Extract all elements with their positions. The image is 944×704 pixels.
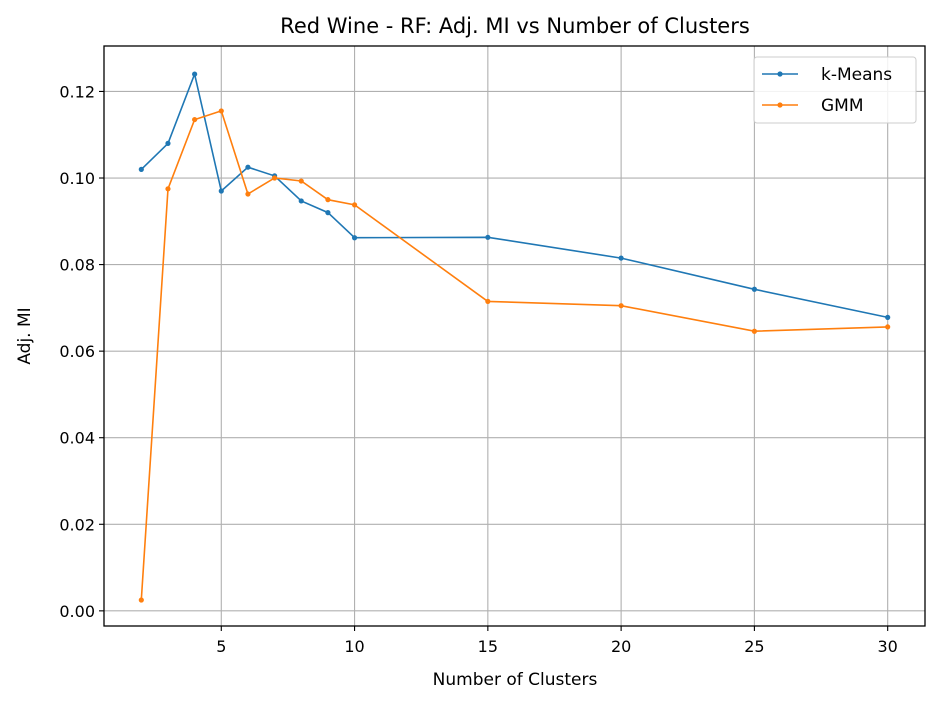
- data-point-k-means: [218, 188, 224, 194]
- data-point-k-means: [165, 140, 171, 146]
- series-group: [138, 71, 891, 603]
- data-point-gmm: [218, 108, 224, 114]
- y-axis-label: Adj. MI: [15, 307, 35, 364]
- data-point-gmm: [245, 191, 251, 197]
- x-tick-label: 5: [216, 637, 226, 656]
- grid-lines: [104, 46, 925, 626]
- data-point-gmm: [192, 116, 198, 123]
- x-tick-label: 30: [878, 637, 898, 656]
- y-tick-label: 0.08: [59, 256, 95, 275]
- legend-label-k-means: k-Means: [821, 65, 892, 85]
- data-point-gmm: [618, 303, 624, 309]
- data-point-k-means: [192, 71, 198, 77]
- chart-title: Red Wine - RF: Adj. MI vs Number of Clus…: [280, 14, 750, 38]
- data-point-k-means: [325, 210, 331, 216]
- data-point-gmm: [271, 175, 278, 181]
- x-tick-label: 20: [611, 637, 631, 656]
- data-point-k-means: [351, 235, 358, 241]
- data-point-k-means: [751, 286, 758, 292]
- x-tick-label: 25: [744, 637, 764, 656]
- data-point-k-means: [885, 314, 891, 320]
- y-tick-label: 0.02: [59, 515, 95, 534]
- data-point-k-means: [298, 198, 304, 204]
- legend-label-gmm: GMM: [821, 96, 864, 116]
- data-point-k-means: [485, 234, 491, 240]
- legend-marker-k-means: [777, 71, 783, 77]
- y-tick-label: 0.10: [59, 169, 95, 188]
- axis-ticks: 5 10 15 20 25 30 0.00 0.02 0.04 0.06 0.08 0.10 0.12: [59, 82, 897, 656]
- series-line-gmm: [140, 109, 888, 601]
- legend: k-Means GMM: [753, 56, 917, 124]
- data-point-k-means: [138, 166, 144, 172]
- y-tick-label: 0.00: [59, 602, 95, 621]
- data-point-gmm: [298, 178, 304, 184]
- data-point-gmm: [138, 597, 144, 603]
- data-point-gmm: [885, 324, 891, 330]
- y-tick-label: 0.12: [59, 82, 95, 101]
- data-point-k-means: [245, 164, 251, 170]
- y-tick-label: 0.06: [59, 342, 95, 361]
- x-axis-label: Number of Clusters: [433, 670, 598, 690]
- x-tick-label: 10: [344, 637, 364, 656]
- data-point-gmm: [165, 186, 171, 192]
- data-point-gmm: [325, 197, 331, 203]
- plot-frame: [103, 45, 926, 627]
- x-tick-label: 15: [478, 637, 498, 656]
- legend-marker-gmm: [777, 102, 783, 108]
- data-point-gmm: [751, 328, 758, 334]
- y-tick-label: 0.04: [59, 429, 95, 448]
- data-point-k-means: [618, 255, 624, 261]
- data-point-gmm: [351, 202, 358, 208]
- data-point-gmm: [485, 298, 491, 304]
